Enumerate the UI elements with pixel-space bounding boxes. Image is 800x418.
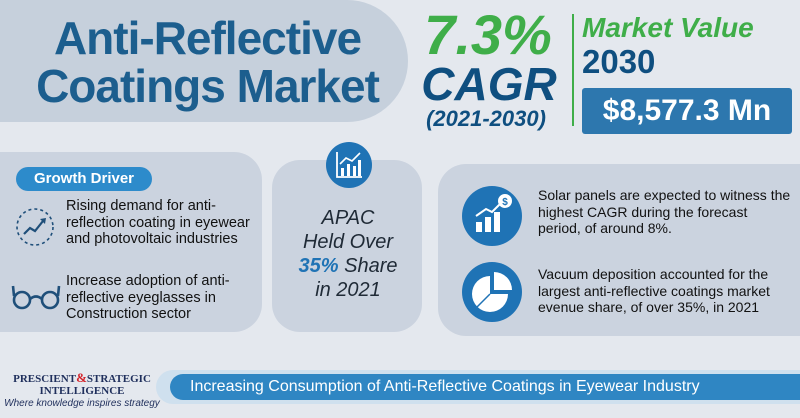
growth-chart-icon xyxy=(16,208,54,246)
apac-line-4: in 2021 xyxy=(315,279,381,301)
page-title: Anti-Reflective Coatings Market xyxy=(10,14,405,110)
svg-text:$: $ xyxy=(502,197,508,208)
title-block xyxy=(0,0,408,122)
vertical-divider xyxy=(572,14,574,126)
bar-chart-icon xyxy=(336,152,362,178)
market-value-year: 2030 xyxy=(582,43,656,80)
title-line-2: Coatings Market xyxy=(36,60,380,112)
footer-banner: Increasing Consumption of Anti-Reflectiv… xyxy=(170,374,800,400)
market-value-amount: $8,577.3 Mn xyxy=(582,88,792,134)
driver-item-2: Increase adoption of anti-reflective eye… xyxy=(66,273,230,322)
logo-line-1: PRESCIENT&STRATEGIC xyxy=(13,370,151,385)
driver-item-1: Rising demand for anti-reflection coatin… xyxy=(66,198,250,247)
cagr-period: (2021-2030) xyxy=(426,106,546,131)
eyeglasses-icon xyxy=(11,285,61,310)
growth-driver-badge: Growth Driver xyxy=(16,167,152,191)
apac-statement: APAC Held Over 35% Share in 2021 xyxy=(276,206,420,302)
apac-line-3: 35% Share xyxy=(276,254,420,278)
apac-panel xyxy=(272,160,422,332)
insight-text-1: Solar panels are expected to witness the… xyxy=(538,187,791,236)
cagr-value: 7.3% xyxy=(424,3,552,66)
logo-line-2: INTELLIGENCE xyxy=(39,385,125,397)
cagr-label: CAGR xyxy=(421,58,557,110)
title-line-1: Anti-Reflective xyxy=(53,12,362,64)
insight-text-2: Vacuum deposition accounted for the larg… xyxy=(538,266,770,315)
insight-icon-circle-1 xyxy=(462,186,522,246)
apac-line-2: Held Over xyxy=(302,231,394,253)
apac-line-3-rest: Share xyxy=(338,255,398,277)
market-value-label: Market Value xyxy=(582,12,754,43)
dollar-growth-icon: $ xyxy=(475,194,512,232)
logo-tagline: Where knowledge inspires strategy xyxy=(4,398,160,409)
pie-chart-icon xyxy=(472,272,512,312)
company-logo: PRESCIENT&STRATEGIC INTELLIGENCE xyxy=(8,370,156,397)
apac-line-1: APAC xyxy=(321,207,375,229)
apac-highlight: 35% xyxy=(298,255,339,277)
insight-icon-circle-2 xyxy=(462,262,522,322)
